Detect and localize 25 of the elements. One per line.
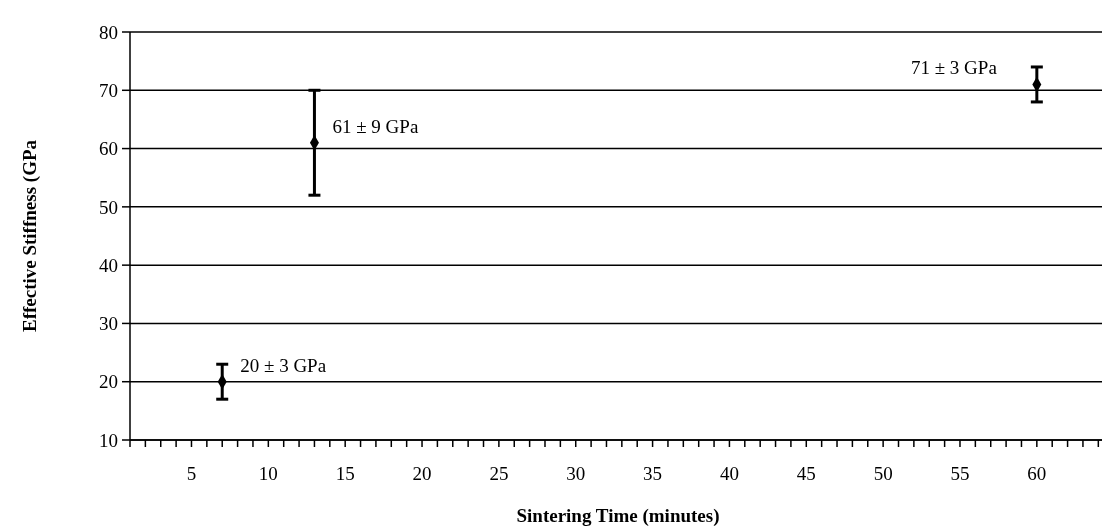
- x-tick-label: 25: [489, 463, 509, 484]
- annotation: 20 ± 3 GPa: [240, 354, 327, 376]
- x-tick-label: 10: [258, 463, 278, 484]
- y-tick-label: 30: [99, 313, 118, 335]
- x-tick-label: 30: [566, 463, 586, 484]
- y-axis-title: Effective Stiffness (GPa: [19, 139, 41, 333]
- x-tick-label: 20: [412, 463, 432, 484]
- y-tick-label: 10: [99, 429, 118, 451]
- x-tick-label: 5: [186, 463, 197, 484]
- x-tick-label: 35: [643, 463, 663, 484]
- y-tick-label: 80: [99, 21, 118, 43]
- x-tick-label: 15: [335, 463, 355, 484]
- y-tick-label: 60: [99, 138, 118, 160]
- y-tick-label: 70: [99, 79, 118, 101]
- annotation: 61 ± 9 GPa: [332, 115, 419, 137]
- x-axis-title: Sintering Time (minutes): [516, 505, 720, 527]
- x-tick-label: 60: [1027, 463, 1047, 484]
- x-tick-label: 45: [796, 463, 816, 484]
- annotation: 71 ± 3 GPa: [910, 57, 998, 79]
- x-tick-label: 40: [719, 463, 739, 484]
- y-tick-label: 40: [99, 254, 118, 276]
- y-tick-label: 50: [99, 196, 118, 218]
- y-tick-label: 20: [99, 371, 118, 393]
- x-tick-label: 50: [873, 463, 893, 484]
- x-tick-label: 55: [950, 463, 970, 484]
